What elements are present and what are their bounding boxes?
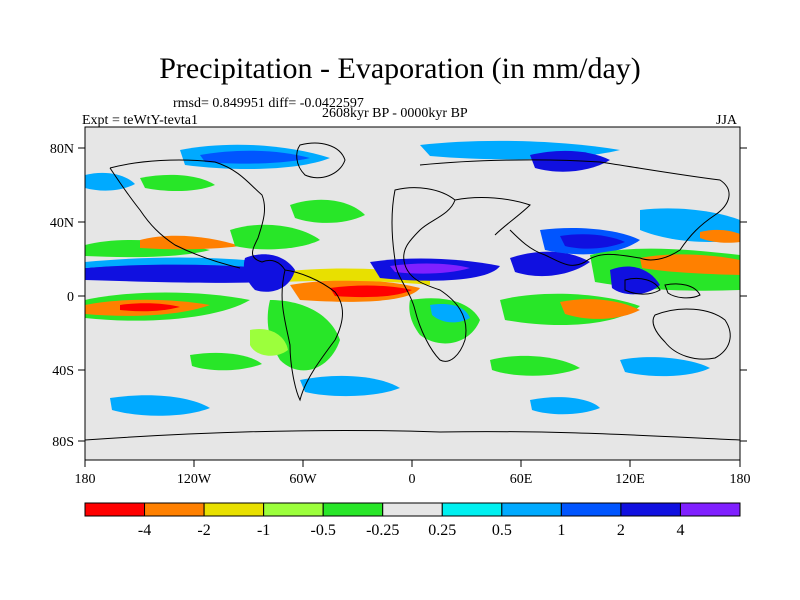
lon-label-120w: 120W [177,472,212,487]
lat-tick-marks [78,147,747,442]
lat-label-80s: 80S [52,435,74,450]
colorbar-swatch [620,502,681,517]
colorbar-label: 4 [676,522,684,539]
experiment-label: Expt = teWtY-tevta1 [82,113,198,128]
lon-label-180e: 180 [730,472,751,487]
coastlines [85,142,740,441]
colorbar [84,502,741,517]
colorbar-swatch [382,502,443,517]
lon-tick-marks [84,460,741,467]
stats-label: rmsd= 0.849951 diff= -0.0422597 [173,96,364,111]
map-title: Precipitation - Evaporation (in mm/day) [159,52,641,85]
colorbar-swatch [263,502,324,517]
colorbar-label: 1 [557,522,565,539]
lon-label-60e: 60E [510,472,533,487]
colorbar-labels: -4 -2 -1 -0.5 -0.25 0.25 0.5 1 2 4 [138,522,685,539]
colorbar-swatch [84,502,146,517]
period-label: 2608kyr BP - 0000kyr BP [322,106,468,121]
lat-label-0: 0 [67,290,74,305]
colorbar-label: 0.5 [492,522,512,539]
lat-label-40n: 40N [50,216,74,231]
season-label: JJA [716,113,738,128]
colorbar-label: 0.25 [428,522,456,539]
colorbar-swatch [679,502,741,517]
colorbar-label: -4 [138,522,151,539]
colorbar-swatch [560,502,622,517]
colorbar-swatch [441,502,503,517]
lon-label-0: 0 [409,472,416,487]
colorbar-label: 2 [617,522,625,539]
lat-label-80n: 80N [50,142,74,157]
colorbar-label: -1 [257,522,270,539]
colorbar-label: -0.25 [366,522,399,539]
colorbar-swatch [203,502,265,517]
colorbar-swatch [501,502,562,517]
lon-label-60w: 60W [289,472,317,487]
colorbar-swatch [144,502,205,517]
colorbar-swatch [322,502,384,517]
colorbar-label: -2 [197,522,210,539]
lon-label-120e: 120E [615,472,645,487]
lat-label-40s: 40S [52,364,74,379]
lon-label-180w: 180 [75,472,96,487]
colorbar-label: -0.5 [311,522,336,539]
